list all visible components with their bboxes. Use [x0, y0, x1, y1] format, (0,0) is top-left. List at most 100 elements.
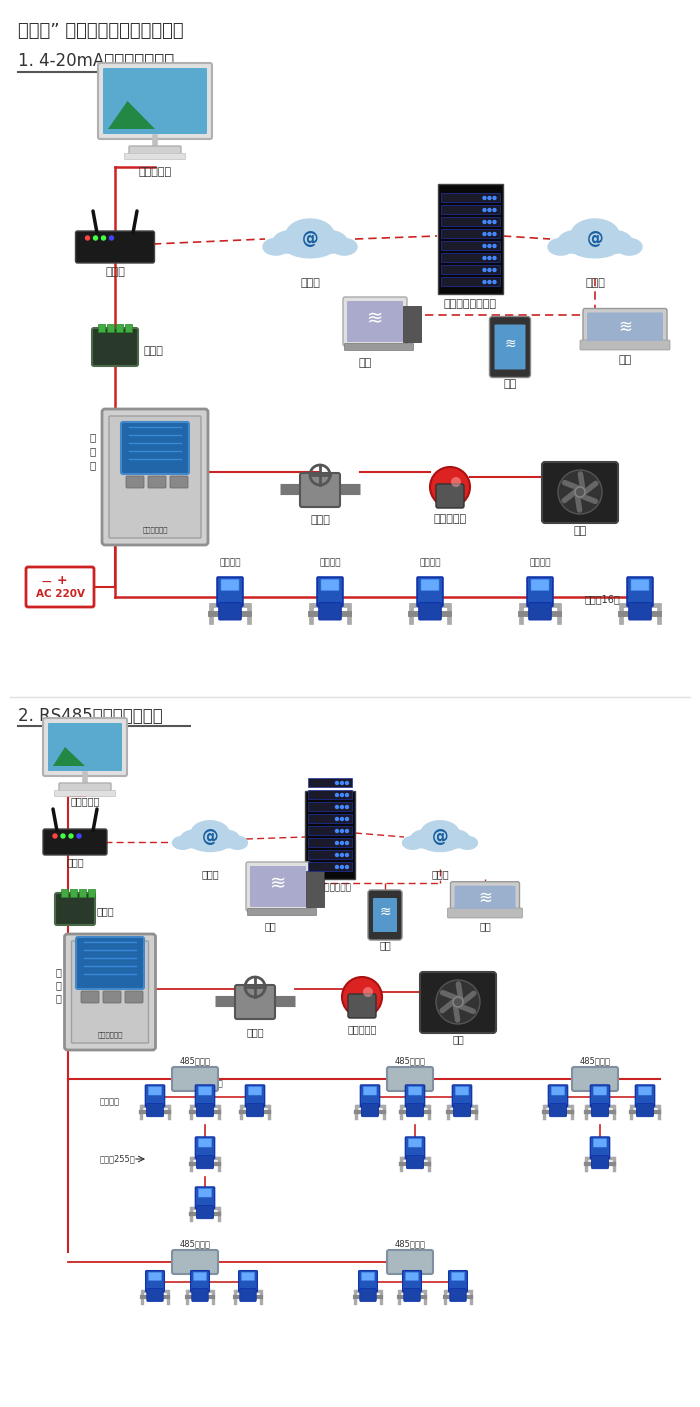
FancyBboxPatch shape	[92, 328, 138, 366]
FancyBboxPatch shape	[250, 865, 306, 908]
Text: @: @	[202, 827, 218, 846]
FancyBboxPatch shape	[219, 602, 241, 620]
Bar	[308, 862, 352, 871]
Bar	[70, 889, 77, 898]
Bar	[125, 324, 132, 332]
FancyBboxPatch shape	[452, 1272, 465, 1280]
FancyBboxPatch shape	[548, 1085, 568, 1107]
FancyBboxPatch shape	[195, 1085, 215, 1107]
Text: AC 220V: AC 220V	[36, 590, 85, 599]
FancyBboxPatch shape	[343, 297, 407, 346]
Ellipse shape	[570, 218, 620, 252]
FancyBboxPatch shape	[454, 1103, 470, 1117]
Bar	[98, 324, 105, 332]
Bar	[440, 205, 500, 214]
Bar	[305, 791, 355, 879]
Circle shape	[77, 834, 81, 839]
FancyBboxPatch shape	[246, 862, 310, 910]
Text: 电脑: 电脑	[358, 357, 372, 369]
Text: 线: 线	[90, 460, 96, 470]
Circle shape	[493, 197, 496, 200]
Circle shape	[346, 794, 349, 796]
Polygon shape	[108, 101, 155, 129]
FancyBboxPatch shape	[404, 1289, 420, 1301]
Bar	[306, 871, 324, 908]
Text: 信号输入: 信号输入	[319, 559, 341, 567]
FancyBboxPatch shape	[121, 422, 189, 474]
FancyBboxPatch shape	[146, 1271, 164, 1292]
FancyBboxPatch shape	[81, 991, 99, 1003]
Polygon shape	[53, 747, 85, 765]
FancyBboxPatch shape	[198, 1138, 211, 1147]
Circle shape	[483, 208, 486, 211]
Text: 互联网: 互联网	[300, 279, 320, 288]
FancyBboxPatch shape	[246, 1103, 263, 1117]
Text: 安帕尔网络服务器: 安帕尔网络服务器	[444, 300, 496, 310]
Circle shape	[335, 794, 339, 796]
Bar	[308, 802, 352, 810]
Ellipse shape	[456, 836, 478, 850]
FancyBboxPatch shape	[245, 1085, 265, 1107]
Circle shape	[340, 794, 344, 796]
FancyBboxPatch shape	[636, 1085, 654, 1107]
Text: 可连接255台: 可连接255台	[397, 1078, 433, 1088]
Text: 485中继器: 485中继器	[395, 1057, 426, 1065]
Ellipse shape	[190, 836, 230, 853]
Circle shape	[340, 817, 344, 820]
Bar	[440, 277, 500, 286]
FancyBboxPatch shape	[109, 416, 201, 537]
Circle shape	[483, 280, 486, 283]
Ellipse shape	[442, 829, 470, 848]
FancyBboxPatch shape	[239, 1271, 258, 1292]
Text: 终端: 终端	[618, 355, 631, 364]
Circle shape	[102, 236, 106, 241]
Circle shape	[335, 781, 339, 785]
Text: 安帕尔网络服务器: 安帕尔网络服务器	[309, 884, 351, 892]
FancyBboxPatch shape	[405, 1085, 425, 1107]
Bar	[61, 889, 68, 898]
Circle shape	[488, 256, 491, 259]
FancyBboxPatch shape	[373, 898, 397, 931]
Ellipse shape	[410, 829, 439, 848]
FancyBboxPatch shape	[26, 567, 94, 606]
Circle shape	[340, 841, 344, 844]
Ellipse shape	[211, 829, 240, 848]
Bar	[116, 324, 123, 332]
Text: ≋: ≋	[478, 888, 492, 906]
FancyBboxPatch shape	[550, 1103, 566, 1117]
FancyBboxPatch shape	[592, 1155, 608, 1169]
Circle shape	[430, 467, 470, 507]
FancyBboxPatch shape	[103, 991, 121, 1003]
Text: +: +	[57, 574, 67, 587]
FancyBboxPatch shape	[197, 1155, 214, 1169]
Circle shape	[483, 221, 486, 224]
Text: 信号输出: 信号输出	[219, 559, 241, 567]
FancyBboxPatch shape	[405, 1272, 419, 1280]
Circle shape	[488, 221, 491, 224]
Text: 机气猫” 系列带显示固定式检测仪: 机气猫” 系列带显示固定式检测仪	[18, 23, 183, 39]
Circle shape	[109, 236, 113, 241]
FancyBboxPatch shape	[59, 784, 111, 794]
Text: 讯: 讯	[90, 446, 96, 456]
FancyBboxPatch shape	[408, 1138, 421, 1147]
Circle shape	[488, 245, 491, 248]
Ellipse shape	[330, 238, 358, 256]
Bar	[440, 193, 500, 203]
Text: 转换器: 转换器	[143, 346, 163, 356]
FancyBboxPatch shape	[321, 580, 339, 591]
Circle shape	[340, 854, 344, 857]
Ellipse shape	[420, 820, 460, 847]
FancyBboxPatch shape	[172, 1249, 218, 1273]
Circle shape	[453, 998, 463, 1007]
Bar	[440, 229, 500, 238]
FancyBboxPatch shape	[344, 343, 414, 350]
FancyBboxPatch shape	[489, 317, 531, 377]
Circle shape	[493, 269, 496, 272]
Text: 可连接255台: 可连接255台	[100, 1155, 136, 1164]
FancyBboxPatch shape	[552, 1086, 565, 1095]
FancyBboxPatch shape	[594, 1086, 607, 1095]
FancyBboxPatch shape	[358, 1271, 377, 1292]
FancyBboxPatch shape	[43, 718, 127, 777]
FancyBboxPatch shape	[592, 1103, 608, 1117]
Circle shape	[363, 986, 373, 998]
